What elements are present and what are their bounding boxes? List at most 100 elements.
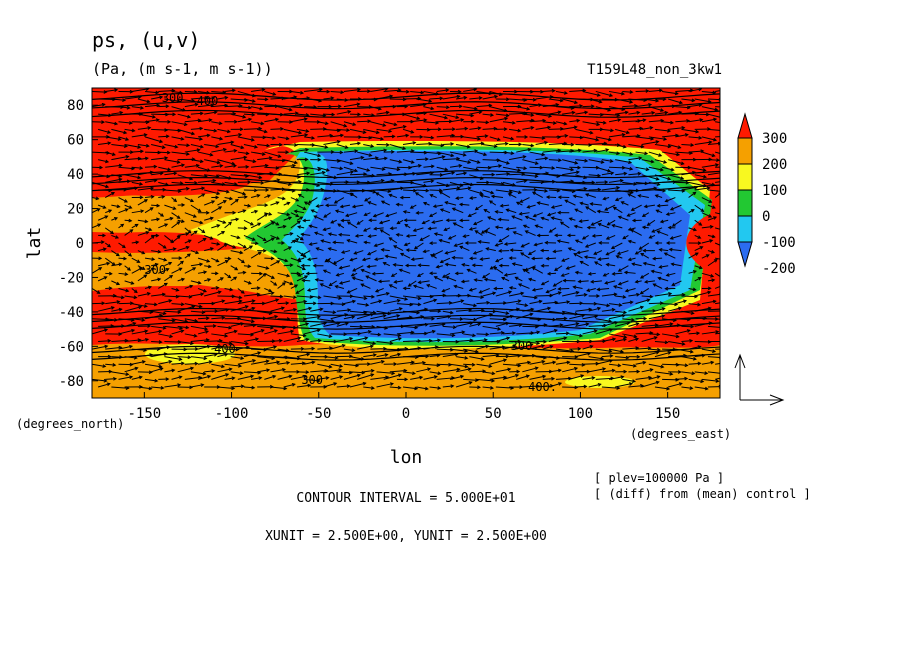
wind-vector-head [390, 273, 395, 277]
wind-vector-head [341, 343, 346, 348]
wind-vector [92, 90, 107, 93]
wind-vector-head [642, 248, 647, 253]
wind-vector [250, 106, 263, 110]
wind-vector-head [224, 333, 229, 338]
wind-vector [111, 98, 126, 101]
wind-vector-head [300, 252, 305, 257]
wind-vector-head [604, 280, 609, 285]
wind-vector-head [444, 167, 449, 172]
wind-vector-head [252, 159, 257, 164]
wind-vector-head [351, 348, 356, 353]
wind-vector [360, 283, 371, 289]
wind-vector [657, 230, 669, 236]
wind-vector-head [708, 214, 713, 218]
wind-vector [495, 226, 504, 229]
wind-vector [296, 384, 311, 388]
wind-vector-head [557, 368, 562, 373]
wind-vector-head [410, 360, 415, 365]
wind-vector-head [692, 270, 697, 274]
wind-vector [376, 157, 387, 161]
wind-vector-head [655, 380, 660, 385]
wind-vector-head [403, 218, 408, 223]
wind-vector-head [211, 369, 216, 373]
y-tick-label: 0 [76, 236, 84, 252]
wind-vector [164, 189, 181, 192]
wind-vector [177, 278, 185, 282]
wind-vector [575, 159, 588, 162]
wind-vector [654, 323, 673, 327]
wind-vector [575, 385, 587, 388]
wind-vector-head [195, 250, 200, 255]
wind-vector [190, 187, 205, 191]
wind-vector [715, 332, 720, 335]
wind-vector-head [277, 154, 282, 158]
wind-vector [648, 375, 660, 380]
wind-vector [721, 277, 727, 280]
wind-vector [184, 164, 199, 168]
wind-vector-head [707, 99, 712, 104]
wind-vector-head [494, 210, 499, 214]
wind-vector [597, 287, 610, 291]
wind-vector [662, 151, 680, 156]
wind-vector [171, 151, 189, 155]
wind-vector [264, 346, 277, 350]
wind-vector-head [473, 278, 478, 282]
wind-vector-head [150, 267, 155, 272]
wind-vector [323, 140, 340, 145]
wind-vector-head [204, 326, 209, 331]
wind-vector [283, 128, 302, 134]
wind-vector [256, 213, 268, 221]
wind-vector [560, 221, 570, 229]
wind-vector [204, 159, 220, 164]
wind-vector [410, 90, 424, 94]
wind-vector [184, 303, 202, 308]
wind-vector [211, 287, 219, 289]
wind-vector [429, 212, 437, 217]
wind-vector [548, 128, 563, 130]
wind-vector-head [573, 125, 578, 130]
wind-vector-head [689, 349, 694, 354]
wind-vector [452, 207, 464, 214]
wind-vector [97, 262, 110, 267]
wind-vector-head [629, 166, 634, 171]
wind-vector [376, 292, 390, 297]
wind-vector-head [410, 160, 415, 164]
wind-vector-head [371, 271, 376, 276]
wind-vector-head [157, 249, 162, 254]
wind-vector-head [428, 213, 433, 217]
wind-vector-head [524, 303, 529, 307]
wind-vector-head [462, 153, 467, 157]
wind-vector-head [209, 152, 214, 157]
wind-vector-head [202, 371, 207, 376]
wind-vector [290, 134, 308, 138]
contour-label: 300 [301, 373, 323, 387]
wind-vector [694, 354, 705, 358]
wind-vector-head [480, 308, 485, 313]
wind-vector-head [517, 299, 522, 304]
wind-vector-head [179, 181, 184, 186]
wind-vector [449, 119, 464, 123]
wind-vector [118, 287, 129, 292]
wind-vector [164, 235, 174, 243]
wind-vector-head [391, 134, 396, 139]
wind-vector-head [155, 90, 160, 95]
wind-vector [721, 323, 734, 326]
wind-vector [330, 90, 344, 93]
wind-vector [591, 280, 602, 283]
wind-vector-head [111, 152, 116, 157]
wind-vector-head [485, 332, 490, 337]
wind-vector-head [499, 203, 504, 208]
wind-vector [688, 332, 700, 335]
wind-vector-head [566, 360, 571, 365]
colorbar-top-arrow [737, 112, 753, 139]
wind-vector-head [636, 110, 641, 115]
wind-vector-head [385, 142, 390, 147]
wind-vector-head [695, 129, 700, 134]
wind-vector [525, 230, 536, 236]
wind-vector-head [713, 216, 718, 220]
wind-vector [151, 218, 160, 221]
wind-vector [601, 338, 616, 343]
wind-vector [92, 345, 108, 350]
wind-vector [701, 136, 717, 141]
wind-vector-head [143, 304, 148, 308]
